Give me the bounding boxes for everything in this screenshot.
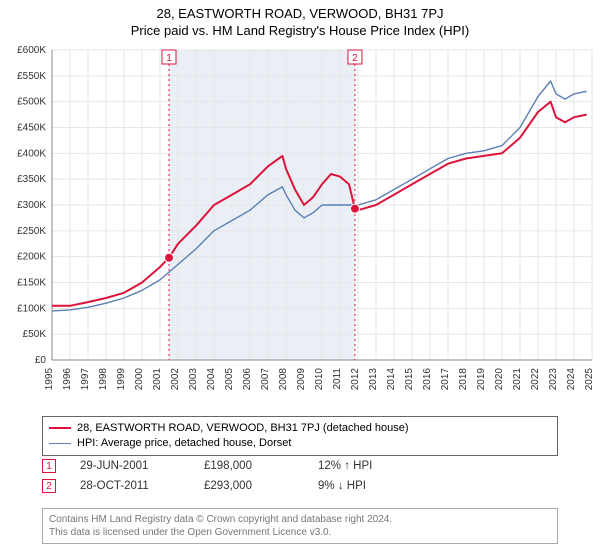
- svg-text:2007: 2007: [260, 368, 271, 391]
- svg-text:£450K: £450K: [17, 123, 46, 134]
- svg-text:2013: 2013: [368, 368, 379, 391]
- sales-table: 1 29-JUN-2001 £198,000 12% ↑ HPI 2 28-OCT-201…: [42, 456, 558, 496]
- svg-text:2023: 2023: [548, 368, 559, 391]
- svg-text:1998: 1998: [98, 368, 109, 391]
- sale-marker: 2: [42, 479, 56, 493]
- svg-text:2: 2: [352, 53, 358, 64]
- svg-text:1999: 1999: [116, 368, 127, 391]
- svg-text:2017: 2017: [440, 368, 451, 391]
- svg-text:2002: 2002: [170, 368, 181, 391]
- svg-text:2009: 2009: [296, 368, 307, 391]
- svg-text:2022: 2022: [530, 368, 541, 391]
- svg-text:2010: 2010: [314, 368, 325, 391]
- svg-text:£500K: £500K: [17, 97, 46, 108]
- svg-text:£250K: £250K: [17, 226, 46, 237]
- sale-date: 28-OCT-2011: [80, 480, 180, 492]
- sale-row: 1 29-JUN-2001 £198,000 12% ↑ HPI: [42, 456, 558, 476]
- svg-text:2004: 2004: [206, 368, 217, 391]
- svg-text:£550K: £550K: [17, 71, 46, 82]
- legend-swatch: [49, 443, 71, 444]
- svg-text:2012: 2012: [350, 368, 361, 391]
- svg-text:1995: 1995: [44, 368, 55, 391]
- svg-text:£0: £0: [35, 355, 47, 366]
- sale-hpi: 9% ↓ HPI: [318, 480, 408, 492]
- svg-text:1: 1: [166, 53, 172, 64]
- svg-text:2018: 2018: [458, 368, 469, 391]
- svg-text:£200K: £200K: [17, 252, 46, 263]
- svg-text:£100K: £100K: [17, 303, 46, 314]
- legend-label: 28, EASTWORTH ROAD, VERWOOD, BH31 7PJ (d…: [77, 421, 409, 436]
- footer-line: Contains HM Land Registry data © Crown c…: [49, 513, 551, 526]
- svg-text:2019: 2019: [476, 368, 487, 391]
- legend-item: HPI: Average price, detached house, Dors…: [49, 436, 551, 451]
- sale-date: 29-JUN-2001: [80, 460, 180, 472]
- chart-container: 28, EASTWORTH ROAD, VERWOOD, BH31 7PJ Pr…: [0, 0, 600, 560]
- svg-text:2011: 2011: [332, 368, 343, 390]
- footer-line: This data is licensed under the Open Gov…: [49, 526, 551, 539]
- sale-marker: 1: [42, 459, 56, 473]
- sale-hpi: 12% ↑ HPI: [318, 460, 408, 472]
- svg-text:2000: 2000: [134, 368, 145, 391]
- line-chart-svg: £0 £50K £100K £150K £200K £250K £300K £350K £400…: [0, 44, 600, 410]
- sale-price: £198,000: [204, 460, 294, 472]
- svg-text:2008: 2008: [278, 368, 289, 391]
- svg-text:1997: 1997: [80, 368, 91, 391]
- svg-text:2003: 2003: [188, 368, 199, 391]
- sale-price: £293,000: [204, 480, 294, 492]
- svg-text:£50K: £50K: [23, 329, 47, 340]
- svg-text:2020: 2020: [494, 368, 505, 391]
- svg-text:2006: 2006: [242, 368, 253, 391]
- svg-text:2014: 2014: [386, 368, 397, 391]
- svg-text:£350K: £350K: [17, 174, 46, 185]
- chart-area: £0 £50K £100K £150K £200K £250K £300K £350K £400…: [0, 44, 600, 410]
- chart-title: 28, EASTWORTH ROAD, VERWOOD, BH31 7PJ: [0, 0, 600, 21]
- svg-text:£400K: £400K: [17, 148, 46, 159]
- svg-text:£600K: £600K: [17, 45, 46, 56]
- footer-attribution: Contains HM Land Registry data © Crown c…: [42, 508, 558, 544]
- svg-text:£300K: £300K: [17, 200, 46, 211]
- svg-text:2025: 2025: [584, 368, 595, 391]
- legend-swatch: [49, 427, 71, 429]
- legend-label: HPI: Average price, detached house, Dors…: [77, 436, 291, 451]
- chart-subtitle: Price paid vs. HM Land Registry's House …: [0, 21, 600, 42]
- svg-text:2016: 2016: [422, 368, 433, 391]
- svg-text:1996: 1996: [62, 368, 73, 391]
- svg-text:2001: 2001: [152, 368, 163, 391]
- svg-text:2015: 2015: [404, 368, 415, 391]
- svg-text:2024: 2024: [566, 368, 577, 391]
- legend-item: 28, EASTWORTH ROAD, VERWOOD, BH31 7PJ (d…: [49, 421, 551, 436]
- sale-row: 2 28-OCT-2011 £293,000 9% ↓ HPI: [42, 476, 558, 496]
- svg-text:£150K: £150K: [17, 278, 46, 289]
- svg-text:2021: 2021: [512, 368, 523, 391]
- svg-text:2005: 2005: [224, 368, 235, 391]
- legend-box: 28, EASTWORTH ROAD, VERWOOD, BH31 7PJ (d…: [42, 416, 558, 456]
